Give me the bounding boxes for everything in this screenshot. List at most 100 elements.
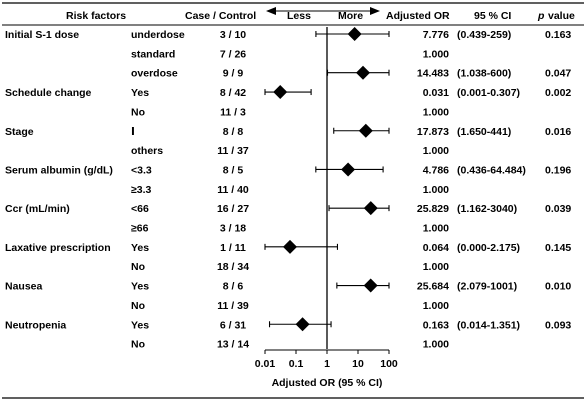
x-tick-label: 0.01 <box>255 358 276 370</box>
ci-value: (1.162-3040) <box>457 203 517 215</box>
odds-ratio-marker <box>363 278 378 293</box>
adjusted-or-value: 1.000 <box>423 261 449 273</box>
adjusted-or-value: 0.031 <box>423 87 449 99</box>
x-tick-label: 100 <box>380 358 398 370</box>
adjusted-or-value: 1.000 <box>423 48 449 60</box>
level-label: Yes <box>131 319 149 331</box>
case-control-value: 8 / 42 <box>220 87 246 99</box>
case-control-value: 16 / 27 <box>217 203 249 215</box>
forest-rows: Initial S-1 dose underdose 3 / 10 7.776 (0.4… <box>5 27 571 351</box>
x-axis-title: Adjusted OR (95 % CI) <box>272 377 383 389</box>
case-control-value: 11 / 37 <box>217 145 249 157</box>
case-control-value: 18 / 34 <box>217 261 249 273</box>
level-label: <66 <box>131 203 149 215</box>
header-adjusted-or: Adjusted OR <box>386 10 450 22</box>
adjusted-or-value: 25.829 <box>417 203 449 215</box>
header-risk-factors: Risk factors <box>66 10 126 22</box>
risk-factor-label: Stage <box>5 126 34 138</box>
ci-value: (0.000-2.175) <box>457 242 520 254</box>
case-control-value: 11 / 40 <box>217 184 249 196</box>
level-label: No <box>131 300 145 312</box>
case-control-value: 11 / 3 <box>220 106 246 118</box>
case-control-value: 13 / 14 <box>217 339 249 351</box>
p-value: 0.163 <box>545 29 571 41</box>
p-value: 0.047 <box>545 68 571 80</box>
header-case-control: Case / Control <box>185 10 256 22</box>
adjusted-or-value: 1.000 <box>423 223 449 235</box>
p-value: 0.016 <box>545 126 571 138</box>
case-control-value: 11 / 39 <box>217 300 249 312</box>
case-control-value: 7 / 26 <box>220 48 246 60</box>
header-more: More <box>338 10 363 22</box>
adjusted-or-value: 4.786 <box>423 164 449 176</box>
level-label: Yes <box>131 242 149 254</box>
p-value: 0.039 <box>545 203 571 215</box>
level-label: underdose <box>131 29 185 41</box>
adjusted-or-value: 1.000 <box>423 145 449 157</box>
p-value: 0.145 <box>545 242 571 254</box>
ci-value: (0.439-259) <box>457 29 511 41</box>
risk-factor-label: Schedule change <box>5 87 92 99</box>
adjusted-or-value: 1.000 <box>423 184 449 196</box>
p-value: 0.093 <box>545 319 571 331</box>
level-label: overdose <box>131 68 178 80</box>
odds-ratio-marker <box>363 201 378 216</box>
level-label: <3.3 <box>131 164 152 176</box>
p-value: 0.002 <box>545 87 571 99</box>
odds-ratio-marker <box>282 239 297 254</box>
level-label: No <box>131 106 145 118</box>
case-control-value: 3 / 10 <box>220 29 246 41</box>
x-tick-label: 0.1 <box>289 358 304 370</box>
odds-ratio-marker <box>273 85 288 100</box>
header-p-value: value <box>548 10 575 22</box>
adjusted-or-value: 25.684 <box>417 281 449 293</box>
case-control-value: 9 / 9 <box>223 68 244 80</box>
case-control-value: 6 / 31 <box>220 319 246 331</box>
level-label: Yes <box>131 281 149 293</box>
adjusted-or-value: 1.000 <box>423 106 449 118</box>
risk-factor-label: Laxative prescription <box>5 242 111 254</box>
level-label: standard <box>131 48 175 60</box>
adjusted-or-value: 7.776 <box>423 29 449 41</box>
p-value: 0.010 <box>545 281 571 293</box>
header-p-label: p <box>537 10 545 22</box>
odds-ratio-marker <box>355 65 370 80</box>
x-tick-label: 1 <box>324 358 330 370</box>
adjusted-or-value: 14.483 <box>417 68 449 80</box>
case-control-value: 3 / 18 <box>220 223 246 235</box>
level-label: others <box>131 145 163 157</box>
adjusted-or-value: 0.163 <box>423 319 449 331</box>
risk-factor-label: Neutropenia <box>5 319 66 331</box>
odds-ratio-marker <box>358 123 373 138</box>
level-label: ≥3.3 <box>131 184 152 196</box>
odds-ratio-marker <box>341 162 356 177</box>
case-control-value: 8 / 6 <box>223 281 244 293</box>
risk-factor-label: Nausea <box>5 281 43 293</box>
odds-ratio-marker <box>347 27 362 41</box>
level-label: Ⅰ <box>131 126 135 138</box>
x-axis: 0.01 0.1 1 10 100 Adjusted OR (95 % CI) <box>255 349 398 389</box>
odds-ratio-marker <box>295 317 310 332</box>
risk-factor-label: Ccr (mL/min) <box>5 203 70 215</box>
ci-value: (1.650-441) <box>457 126 511 138</box>
ci-value: (0.436-64.484) <box>457 164 526 176</box>
adjusted-or-value: 1.000 <box>423 300 449 312</box>
case-control-value: 1 / 11 <box>220 242 246 254</box>
ci-value: (2.079-1001) <box>457 281 517 293</box>
ci-value: (1.038-600) <box>457 68 511 80</box>
case-control-value: 8 / 5 <box>223 164 244 176</box>
adjusted-or-value: 1.000 <box>423 339 449 351</box>
case-control-value: 8 / 8 <box>223 126 244 138</box>
x-tick-label: 10 <box>352 358 364 370</box>
header-ci: 95 % CI <box>474 10 511 22</box>
header-less: Less <box>287 10 311 22</box>
level-label: ≥66 <box>131 223 149 235</box>
level-label: No <box>131 261 145 273</box>
level-label: Yes <box>131 87 149 99</box>
adjusted-or-value: 0.064 <box>423 242 449 254</box>
p-value: 0.196 <box>545 164 571 176</box>
adjusted-or-value: 17.873 <box>417 126 449 138</box>
level-label: No <box>131 339 145 351</box>
